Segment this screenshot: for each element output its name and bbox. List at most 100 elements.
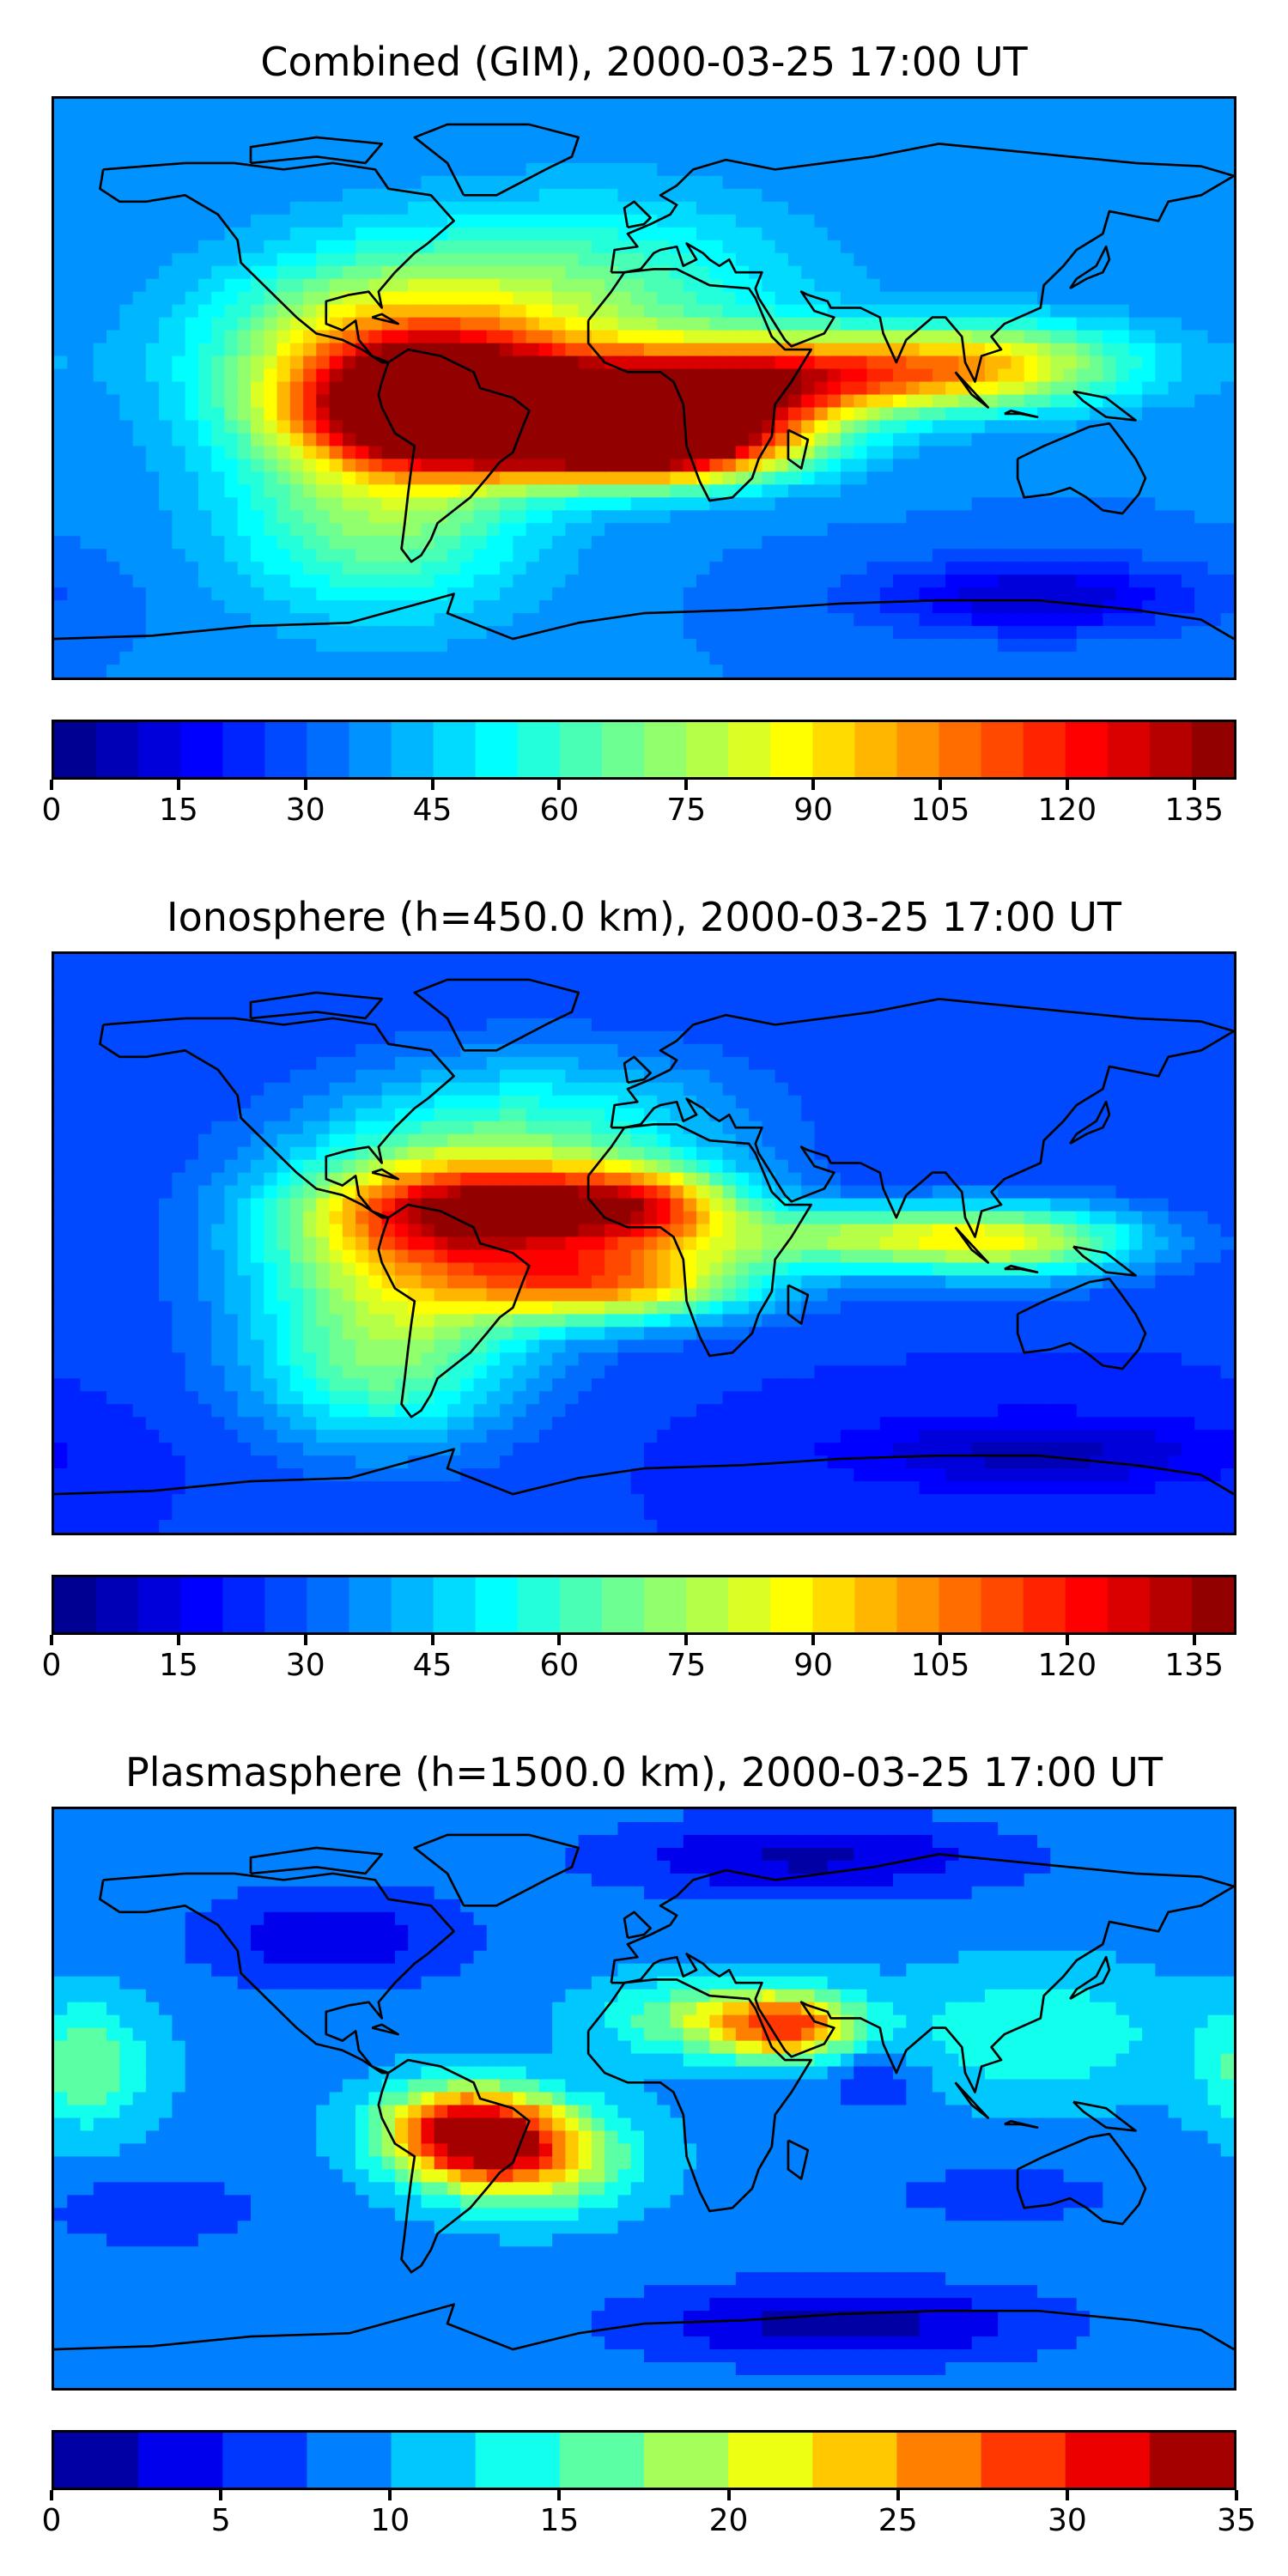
heatmap-cell xyxy=(145,214,161,228)
heatmap-cell xyxy=(185,523,200,538)
heatmap-cell xyxy=(1050,497,1065,512)
heatmap-cell xyxy=(119,265,134,280)
heatmap-cell xyxy=(932,639,947,653)
heatmap-cell xyxy=(932,162,947,177)
heatmap-cell xyxy=(93,1494,108,1509)
heatmap-cell xyxy=(486,214,501,228)
heatmap-cell xyxy=(80,407,94,422)
heatmap-cell xyxy=(1194,252,1209,267)
heatmap-cell xyxy=(984,252,999,267)
heatmap-cell xyxy=(276,1340,291,1354)
heatmap-cell xyxy=(984,510,999,525)
heatmap-cell xyxy=(1024,536,1039,550)
heatmap-cell xyxy=(1155,510,1170,525)
heatmap-cell xyxy=(460,523,475,538)
heatmap-cell xyxy=(984,665,999,677)
heatmap-cell xyxy=(578,613,593,628)
heatmap-cell xyxy=(159,240,173,254)
heatmap-cell xyxy=(329,343,344,357)
heatmap-cell xyxy=(984,394,999,409)
heatmap-cell xyxy=(1194,652,1209,666)
heatmap-cell xyxy=(54,1133,69,1148)
heatmap-cell xyxy=(421,420,435,434)
heatmap-cell xyxy=(814,240,829,254)
heatmap-cell xyxy=(145,175,161,190)
heatmap-cell xyxy=(775,471,790,486)
heatmap-cell xyxy=(185,1211,200,1225)
heatmap-cell xyxy=(827,394,842,409)
heatmap-cell xyxy=(54,214,69,228)
heatmap-cell xyxy=(394,574,410,589)
heatmap-cell xyxy=(578,433,593,447)
heatmap-cell xyxy=(893,175,908,190)
heatmap-cell xyxy=(1128,562,1144,576)
heatmap-cell xyxy=(958,433,973,447)
heatmap-cell xyxy=(958,291,973,306)
heatmap-cell xyxy=(93,1352,108,1367)
heatmap-cell xyxy=(538,330,554,344)
heatmap-cell xyxy=(289,1159,305,1174)
heatmap-cell xyxy=(578,665,593,677)
heatmap-cell xyxy=(159,979,173,994)
heatmap-cell xyxy=(814,317,829,331)
heatmap-cell xyxy=(1155,111,1170,126)
heatmap-cell xyxy=(775,99,790,113)
heatmap-cell xyxy=(159,966,173,981)
heatmap-cell xyxy=(1181,265,1196,280)
heatmap-cell xyxy=(1194,368,1209,383)
heatmap-cell xyxy=(316,510,331,525)
heatmap-cell xyxy=(1115,484,1131,499)
heatmap-cell xyxy=(552,600,567,615)
heatmap-cell xyxy=(119,214,134,228)
heatmap-cell xyxy=(185,1301,200,1315)
heatmap-cell xyxy=(342,214,357,228)
heatmap-cell xyxy=(368,459,383,473)
heatmap-cell xyxy=(67,639,82,653)
heatmap-cell xyxy=(1220,523,1234,538)
heatmap-cell xyxy=(513,124,527,139)
heatmap-cell xyxy=(106,1005,121,1020)
heatmap-cell xyxy=(630,459,646,473)
heatmap-cell xyxy=(329,484,344,499)
heatmap-cell xyxy=(670,562,684,576)
heatmap-cell xyxy=(329,549,344,563)
heatmap-cell xyxy=(1207,304,1222,319)
heatmap-cell xyxy=(958,574,973,589)
heatmap-cell xyxy=(434,240,449,254)
heatmap-cell xyxy=(958,137,973,152)
heatmap-cell xyxy=(486,510,501,525)
heatmap-cell xyxy=(145,1172,161,1187)
heatmap-cell xyxy=(984,188,999,203)
heatmap-cell xyxy=(932,330,947,344)
heatmap-cell xyxy=(329,665,344,677)
heatmap-cell xyxy=(119,1494,134,1509)
heatmap-cell xyxy=(447,665,462,677)
heatmap-cell xyxy=(1181,562,1196,576)
heatmap-cell xyxy=(919,407,934,422)
heatmap-cell xyxy=(447,137,462,152)
heatmap-cell xyxy=(329,381,344,396)
heatmap-cell xyxy=(565,523,580,538)
heatmap-cell xyxy=(211,317,226,331)
heatmap-cell xyxy=(749,201,763,216)
heatmap-cell xyxy=(945,343,960,357)
heatmap-cell xyxy=(93,420,108,434)
heatmap-cell xyxy=(1168,99,1183,113)
heatmap-cell xyxy=(578,510,593,525)
heatmap-cell xyxy=(460,175,475,190)
heatmap-cell xyxy=(276,201,291,216)
heatmap-cell xyxy=(814,407,829,422)
heatmap-cell xyxy=(696,549,711,563)
heatmap-cell xyxy=(1168,124,1183,139)
heatmap-cell xyxy=(787,381,803,396)
heatmap-cell xyxy=(132,1301,148,1315)
heatmap-cell xyxy=(879,600,895,615)
heatmap-cell xyxy=(591,562,606,576)
heatmap-cell xyxy=(841,355,855,370)
heatmap-cell xyxy=(54,1275,69,1290)
heatmap-cell xyxy=(998,574,1012,589)
heatmap-cell xyxy=(237,1198,252,1212)
heatmap-cell xyxy=(605,523,619,538)
heatmap-cell xyxy=(211,1043,226,1058)
heatmap-cell xyxy=(1024,433,1039,447)
